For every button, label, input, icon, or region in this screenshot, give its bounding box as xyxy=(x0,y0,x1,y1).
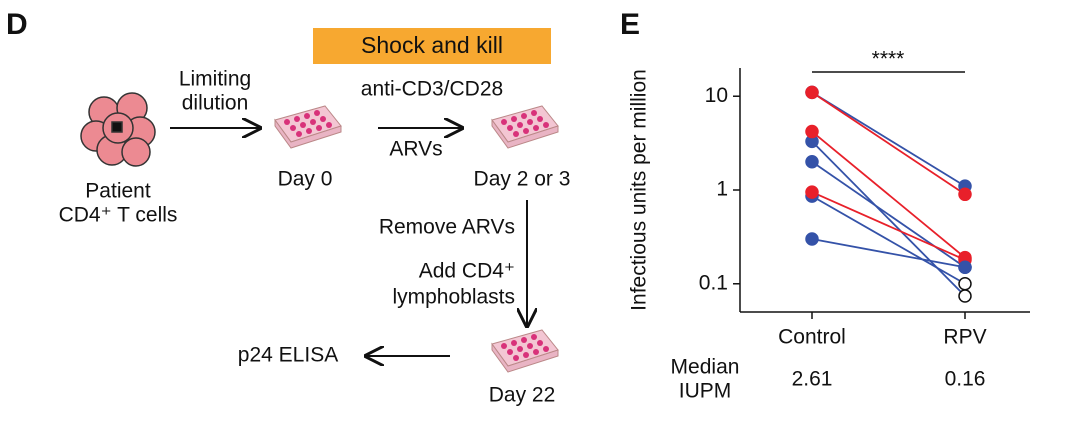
readout: p24 ELISA xyxy=(238,344,338,367)
point xyxy=(958,289,972,303)
pair-line xyxy=(811,238,966,269)
dilution: Limiting xyxy=(179,68,251,91)
day-label: Day 2 or 3 xyxy=(474,168,571,191)
day-label: Day 0 xyxy=(278,168,333,191)
point xyxy=(805,124,819,139)
point xyxy=(958,187,972,202)
median-label: IUPM xyxy=(679,380,732,403)
median-value: 2.61 xyxy=(792,368,833,391)
y-tick-label: 10 xyxy=(705,84,728,107)
pair-line xyxy=(811,195,966,285)
pair-line xyxy=(811,161,966,269)
panel-label: D xyxy=(6,8,28,41)
pair-line xyxy=(811,130,966,259)
panel-d: D Shock and kill anti-CD3/CD28 Limiting … xyxy=(6,8,570,407)
source: CD4⁺ T cells xyxy=(59,204,178,227)
y-axis-title: Infectious units per million xyxy=(628,69,651,311)
y-tick-label: 0.1 xyxy=(699,271,728,294)
point xyxy=(958,260,972,275)
add: Add CD4⁺ xyxy=(419,260,515,283)
x-tick-label: RPV xyxy=(943,326,986,349)
banner-box xyxy=(313,28,551,64)
y-tick-label: 1 xyxy=(716,178,728,201)
arvs: ARVs xyxy=(389,138,442,161)
point xyxy=(805,85,819,100)
significance: **** xyxy=(872,48,905,71)
remove: Remove ARVs xyxy=(379,216,515,239)
panel-label: E xyxy=(620,8,640,41)
pair-line xyxy=(811,140,966,297)
pair-line xyxy=(811,91,966,187)
pair-line xyxy=(811,91,966,196)
point xyxy=(958,277,972,291)
cells xyxy=(80,92,156,167)
add: lymphoblasts xyxy=(392,286,515,309)
pair-line xyxy=(811,191,966,261)
dilution: dilution xyxy=(182,92,249,115)
x-tick-label: Control xyxy=(778,326,846,349)
banner: Shock and kill xyxy=(361,32,503,58)
day-label: Day 22 xyxy=(489,384,556,407)
stimulus: anti-CD3/CD28 xyxy=(361,78,503,101)
point xyxy=(805,232,819,246)
median-label: Median xyxy=(671,356,740,379)
source: Patient xyxy=(85,180,151,203)
point xyxy=(805,185,819,199)
median-value: 0.16 xyxy=(945,368,986,391)
point xyxy=(805,155,819,169)
